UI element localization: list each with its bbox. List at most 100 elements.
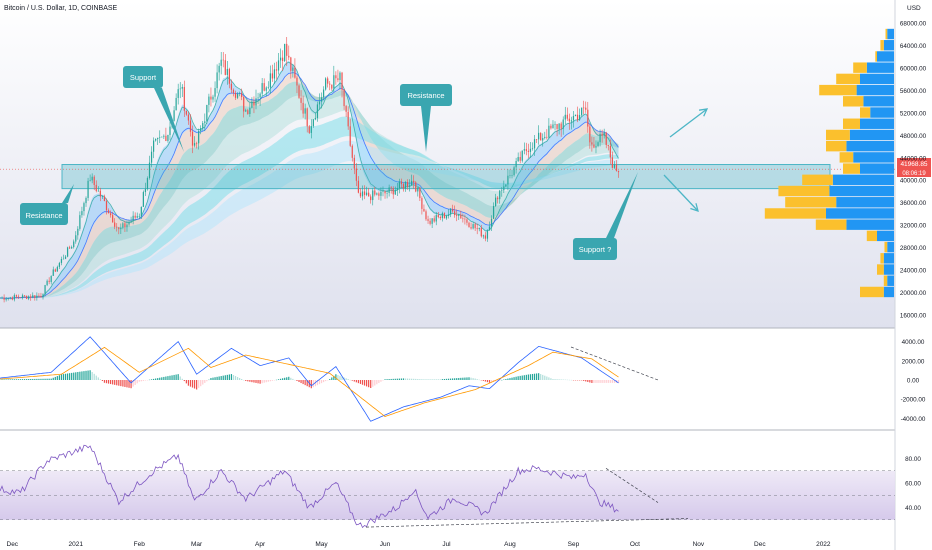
candle — [361, 185, 364, 201]
macd-hist-bar — [585, 380, 587, 382]
candle-body — [462, 218, 464, 220]
candle-body — [7, 297, 9, 299]
vp-down-bar-16 — [764, 208, 826, 219]
candle-body — [150, 151, 153, 163]
candle — [470, 222, 472, 230]
vp-down-bar-22 — [883, 275, 888, 286]
candle — [411, 174, 413, 186]
vp-up-bar-13 — [832, 174, 894, 186]
candle-body — [146, 178, 149, 190]
macd-hist-bar — [408, 378, 411, 380]
macd-hist-bar — [241, 378, 243, 380]
candle — [535, 138, 538, 144]
callout-support-right-label: Support ? — [579, 245, 612, 254]
candle-body — [325, 78, 327, 90]
macd-hist-bar — [322, 380, 325, 383]
candle-body — [585, 107, 587, 110]
macd-hist-bar — [431, 379, 433, 380]
candle-body — [513, 167, 515, 176]
candle-body — [103, 196, 106, 202]
macd-hist-bar — [181, 378, 183, 380]
macd-hist-bar — [392, 378, 394, 380]
vp-up-bar-0 — [887, 28, 894, 40]
candlesticks — [0, 36, 620, 303]
macd-hist-bar — [425, 379, 427, 380]
candle — [83, 201, 85, 216]
macd-hist-bar — [458, 377, 460, 380]
macd-hist-bar — [198, 380, 200, 388]
candle-body — [216, 72, 218, 89]
candle — [550, 123, 552, 130]
macd-hist-bar — [607, 380, 609, 383]
macd-hist-bar — [232, 375, 235, 380]
candle — [544, 131, 546, 140]
candle-body — [370, 196, 372, 201]
candle — [1, 296, 3, 300]
candle-body — [312, 119, 314, 127]
macd-hist-bar — [71, 372, 73, 380]
candle-body — [126, 224, 128, 228]
candle — [265, 86, 267, 97]
candle-body — [464, 218, 466, 220]
candle — [292, 64, 294, 78]
candle-body — [157, 137, 159, 140]
macd-hist-bar — [228, 374, 230, 380]
macd-hist-bar — [372, 380, 374, 387]
candle-body — [552, 124, 554, 129]
candle-body — [443, 213, 446, 219]
candle-body — [107, 210, 110, 214]
candle-body — [538, 132, 540, 140]
candle-body — [529, 148, 532, 152]
candle — [17, 294, 20, 300]
candle — [525, 142, 527, 156]
candle-body — [404, 182, 407, 189]
candle-body — [42, 294, 44, 298]
candle-body — [243, 96, 245, 112]
candle-body — [359, 192, 362, 197]
candle — [294, 58, 296, 79]
candle — [423, 204, 425, 212]
candle-body — [509, 175, 511, 176]
macd-hist-bar — [97, 377, 99, 380]
candle — [284, 43, 286, 62]
macd-hist-bar — [44, 378, 46, 380]
candle-body — [372, 190, 374, 201]
macd-hist-bar — [257, 380, 259, 384]
candle — [73, 239, 75, 249]
candle-body — [142, 192, 144, 207]
candle — [50, 275, 52, 285]
candle — [347, 106, 349, 130]
macd-hist-bar — [15, 379, 17, 380]
macd-hist-bar — [548, 377, 550, 380]
candle — [445, 214, 448, 220]
candle — [263, 78, 265, 92]
macd-hist-bar — [462, 377, 464, 380]
candle-body — [220, 59, 222, 66]
candle — [511, 169, 513, 179]
candle-body — [456, 215, 458, 216]
vp-down-bar-9 — [826, 129, 850, 141]
candle — [499, 189, 501, 204]
macd-hist-bar — [36, 378, 38, 380]
candle-body — [26, 295, 28, 299]
candle-body — [355, 168, 357, 181]
time-label: May — [315, 541, 328, 548]
candle — [277, 52, 280, 75]
vp-up-bar-7 — [870, 107, 894, 118]
candle-body — [437, 215, 439, 218]
candle — [0, 297, 1, 299]
macd-tick-label: 0.00 — [907, 378, 920, 385]
candle-body — [11, 297, 13, 300]
time-label: Nov — [693, 541, 705, 548]
macd-hist-bar — [511, 377, 513, 380]
macd-hist-bar — [206, 380, 208, 382]
time-label: Feb — [134, 541, 146, 548]
candle — [21, 293, 24, 300]
candle-body — [138, 216, 140, 217]
candle-body — [5, 298, 7, 300]
candle-body — [175, 97, 177, 111]
macd-hist-bar — [302, 380, 304, 385]
candle-body — [484, 235, 487, 239]
macd-hist-bar — [157, 378, 159, 380]
